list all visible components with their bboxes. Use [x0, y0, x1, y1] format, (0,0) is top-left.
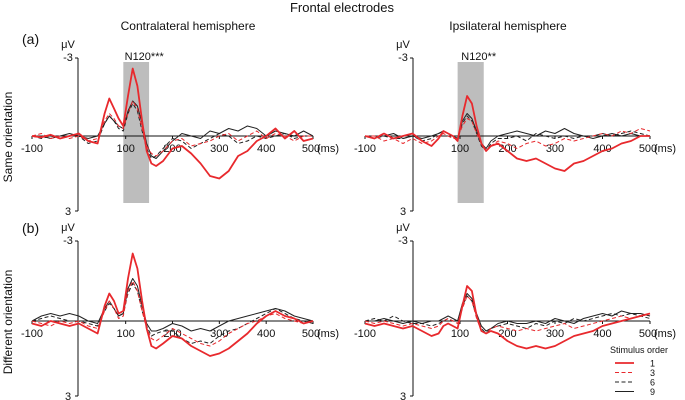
x-tick-label: 500	[639, 328, 657, 340]
y-unit-label: μV	[61, 39, 75, 51]
legend-label-6: 6	[650, 378, 655, 388]
x-unit-label: (ms)	[654, 328, 676, 340]
y-bottom-label: 3	[65, 391, 71, 400]
series-line-6	[31, 283, 314, 344]
n120-shading	[123, 62, 150, 203]
legend-label-3: 3	[650, 368, 655, 378]
row-label-different: Different orientation	[1, 270, 15, 375]
x-tick-label: 400	[593, 143, 611, 155]
y-bottom-label: 3	[65, 206, 71, 218]
y-bottom-label: 3	[400, 206, 406, 218]
x-tick-label: 100	[116, 143, 134, 155]
x-tick-label: 300	[546, 328, 564, 340]
x-tick-label: 400	[593, 328, 611, 340]
legend-title: Stimulus order	[610, 345, 668, 355]
x-tick-label: 100	[116, 328, 134, 340]
series-line-1	[364, 95, 650, 172]
x-unit-label: (ms)	[317, 143, 339, 155]
panel-2: N120** μV-3 3 -100 100 200 300 400 500(ms)	[354, 39, 676, 218]
series-line-1	[364, 285, 651, 350]
x-tick-label: 200	[498, 143, 516, 155]
x-tick-label: 300	[546, 143, 564, 155]
x-tick-label: 100	[451, 328, 469, 340]
column-title-contralateral: Contralateral hemisphere	[121, 19, 256, 33]
x-tick-label: 500	[302, 143, 320, 155]
series-line-9	[31, 278, 314, 332]
x-tick-label: -100	[354, 143, 376, 155]
row-tag-a: (a)	[22, 31, 39, 47]
row-label-same: Same orientation	[1, 92, 15, 183]
x-tick-label: 400	[257, 328, 275, 340]
x-tick-label: 300	[210, 143, 228, 155]
y-top-label: -3	[63, 52, 73, 64]
x-tick-label: -100	[21, 328, 43, 340]
x-tick-label: 500	[302, 328, 320, 340]
series-line-6	[31, 103, 313, 159]
n120-label: N120***	[125, 51, 165, 63]
series-line-6	[364, 295, 651, 334]
column-title-ipsilateral: Ipsilateral hemisphere	[449, 19, 567, 33]
x-unit-label: (ms)	[317, 328, 339, 340]
row-tag-b: (b)	[22, 220, 39, 236]
x-tick-label: 100	[451, 143, 469, 155]
series-line-1	[31, 252, 314, 357]
panel-1: N120***μV-33-100 100 200 300 400 500(ms)	[21, 39, 339, 218]
series-line-9	[32, 100, 314, 159]
panels: N120***μV-33-100 100 200 300 400 500(ms)N120*…	[21, 39, 676, 400]
n120-label: N120**	[461, 51, 497, 63]
x-tick-label: 400	[257, 143, 275, 155]
y-top-label: -3	[63, 235, 73, 247]
y-unit-label: μV	[396, 222, 410, 234]
series-line-9	[365, 113, 650, 149]
y-unit-label: μV	[61, 222, 75, 234]
y-top-label: -3	[398, 235, 408, 247]
legend-label-1: 1	[650, 359, 655, 369]
series-line-3	[31, 280, 314, 347]
panel-3: μV-33-100 100 200 300 400 500(ms)	[21, 222, 339, 400]
x-unit-label: (ms)	[654, 143, 676, 155]
figure-title: Frontal electrodes	[290, 0, 395, 15]
n120-shading	[457, 62, 484, 203]
x-tick-label: -100	[21, 143, 43, 155]
panel-4: μV-33-100 100 200 300 400 500(ms)	[354, 222, 676, 400]
y-unit-label: μV	[396, 39, 410, 51]
legend-label-9: 9	[650, 387, 655, 397]
series-line-1	[31, 67, 314, 180]
x-tick-label: -100	[354, 328, 376, 340]
y-top-label: -3	[398, 52, 408, 64]
y-bottom-label: 3	[400, 391, 406, 400]
x-tick-label: 500	[639, 143, 657, 155]
